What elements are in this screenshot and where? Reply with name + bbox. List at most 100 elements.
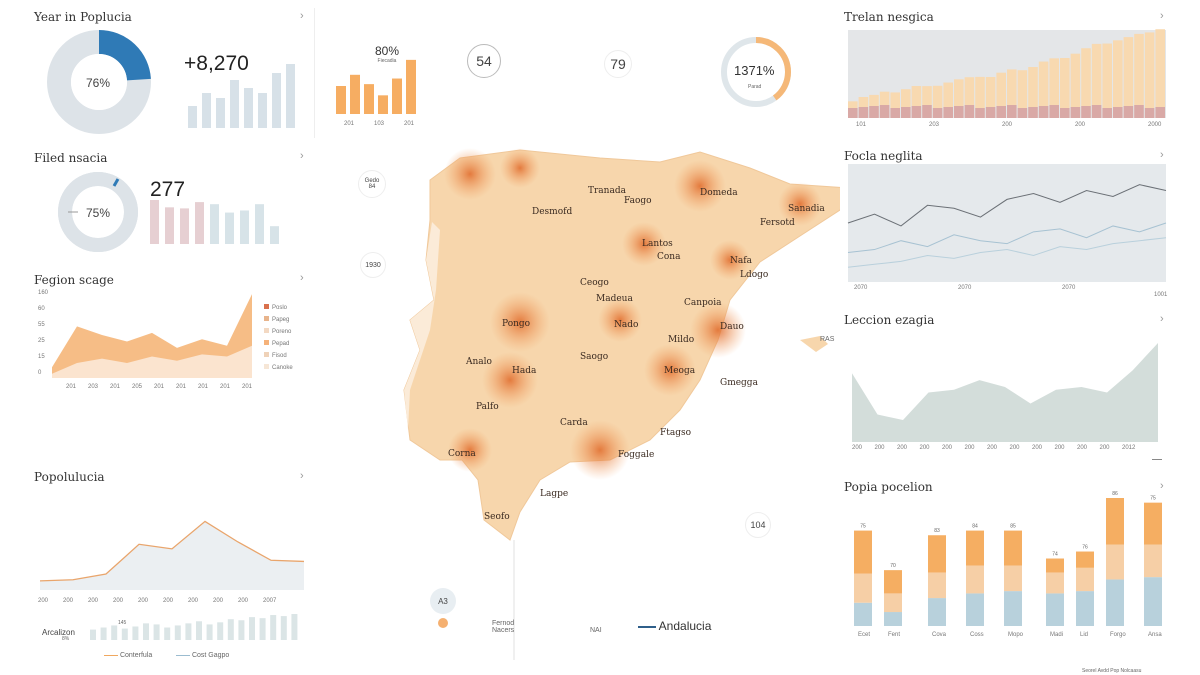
bar-top: [869, 94, 879, 106]
category-label: Forgo: [1110, 632, 1126, 638]
bar: [350, 74, 360, 114]
ring-sub: Parad: [748, 84, 762, 90]
x-tick: 201: [344, 121, 355, 127]
bar-segment: [1144, 544, 1162, 578]
mini-value: 145: [118, 620, 127, 626]
side-badge-1930[interactable]: 1930: [360, 252, 386, 278]
map-label: Ldogo: [740, 270, 769, 280]
stat-circle-54[interactable]: 54: [467, 44, 501, 78]
bar-segment: [1004, 530, 1022, 566]
bar: [188, 106, 197, 128]
big-number: +8,270: [184, 52, 249, 75]
value-label: 85: [1010, 524, 1016, 530]
panel-filed: Filed nsacia › 75% 277: [0, 144, 314, 260]
bar-base: [932, 108, 943, 118]
bar-top: [858, 97, 869, 107]
value-label: 84: [972, 524, 978, 530]
panel-focla: Focla neglita ›: [840, 144, 1200, 304]
bar-top: [1007, 69, 1017, 105]
category-label: Ecet: [858, 632, 871, 638]
y-tick: 55: [38, 322, 45, 328]
donut-chart: [47, 30, 151, 134]
x-tick: 201: [154, 384, 165, 390]
bar-base: [1070, 107, 1081, 118]
bar-base: [1155, 107, 1165, 118]
bar-base: [1123, 106, 1134, 118]
x-tick: 201: [176, 384, 187, 390]
bar-top: [1102, 43, 1112, 108]
category-label: Cova: [932, 632, 947, 638]
bar-top: [985, 77, 996, 107]
bar-top: [901, 89, 911, 107]
chevron-right-icon[interactable]: ›: [300, 470, 304, 482]
value-label: 74: [1052, 552, 1058, 558]
bar: [195, 202, 204, 244]
x-tick: 101: [856, 122, 867, 128]
side-badge-gedo[interactable]: Gedo 84: [358, 170, 386, 198]
bar-base: [848, 108, 858, 118]
panel-trelan: Trelan nesgica ›: [840, 0, 1200, 140]
bar: [100, 627, 107, 640]
stat-circle-79[interactable]: 79: [604, 50, 632, 78]
category-label: Coss: [970, 632, 984, 638]
bar: [111, 625, 118, 640]
bar-top: [1123, 37, 1134, 106]
map-label: Palfo: [476, 402, 499, 412]
chevron-right-icon[interactable]: ›: [1160, 480, 1164, 492]
chevron-right-icon[interactable]: ›: [300, 272, 304, 284]
x-tick: 103: [374, 121, 385, 127]
chevron-right-icon[interactable]: ›: [1160, 313, 1164, 325]
y-tick: 0: [38, 370, 42, 376]
x-tick: 200: [919, 445, 930, 451]
map-label: Cona: [657, 252, 681, 262]
bar: [225, 212, 234, 244]
x-tick: 203: [929, 122, 940, 128]
x-tick: 200: [852, 445, 863, 451]
x-tick: 200: [63, 598, 74, 604]
legend-left: Fernod Nacers: [492, 620, 515, 634]
bar: [406, 59, 416, 114]
legend-item: Poslo: [264, 304, 287, 311]
bar: [132, 626, 139, 640]
donut-label: 75%: [86, 206, 111, 220]
chevron-right-icon[interactable]: ›: [300, 150, 304, 162]
bar-segment: [884, 570, 902, 594]
stacked-bar-chart: [848, 29, 1166, 118]
footer-credit: Seorel Avdd Pop Nolcaasu: [1082, 668, 1142, 674]
bar-base: [922, 105, 932, 118]
side-badge-104[interactable]: 104: [745, 512, 771, 538]
x-tick: 200: [1002, 122, 1013, 128]
bar-base: [943, 107, 953, 118]
bar: [217, 622, 224, 640]
bar-base: [1028, 107, 1038, 118]
bar-top: [1017, 70, 1028, 108]
y-tick: 160: [38, 290, 49, 296]
category-label: Madi: [1050, 632, 1064, 638]
map-label: Domeda: [700, 188, 738, 198]
bar-top: [975, 76, 985, 108]
bar: [286, 64, 295, 128]
bar-top: [1134, 33, 1144, 106]
map-label: Nafa: [730, 256, 752, 266]
x-tick: 201: [198, 384, 209, 390]
bar-base: [1091, 105, 1102, 118]
bar-segment: [1144, 502, 1162, 545]
map-label: Ceogo: [580, 278, 609, 288]
map-label: Fersotd: [760, 218, 795, 228]
chevron-right-icon[interactable]: ›: [1160, 149, 1164, 161]
ring-label: 1371%: [734, 63, 775, 78]
chevron-right-icon[interactable]: ›: [300, 10, 304, 22]
value-label: 75: [860, 524, 866, 530]
bar: [272, 73, 281, 128]
bar-base: [1049, 105, 1059, 118]
value-label: 75: [1150, 496, 1156, 502]
bar: [150, 200, 159, 244]
x-tick: 201: [110, 384, 121, 390]
bar-base: [911, 106, 922, 118]
bar-top: [1070, 53, 1081, 107]
chevron-right-icon[interactable]: ›: [1160, 10, 1164, 22]
legend-badge-a3[interactable]: A3: [430, 588, 456, 614]
legend-item: Papeg: [264, 316, 289, 323]
value-label: 70: [890, 563, 896, 569]
bar-segment: [1004, 565, 1022, 592]
